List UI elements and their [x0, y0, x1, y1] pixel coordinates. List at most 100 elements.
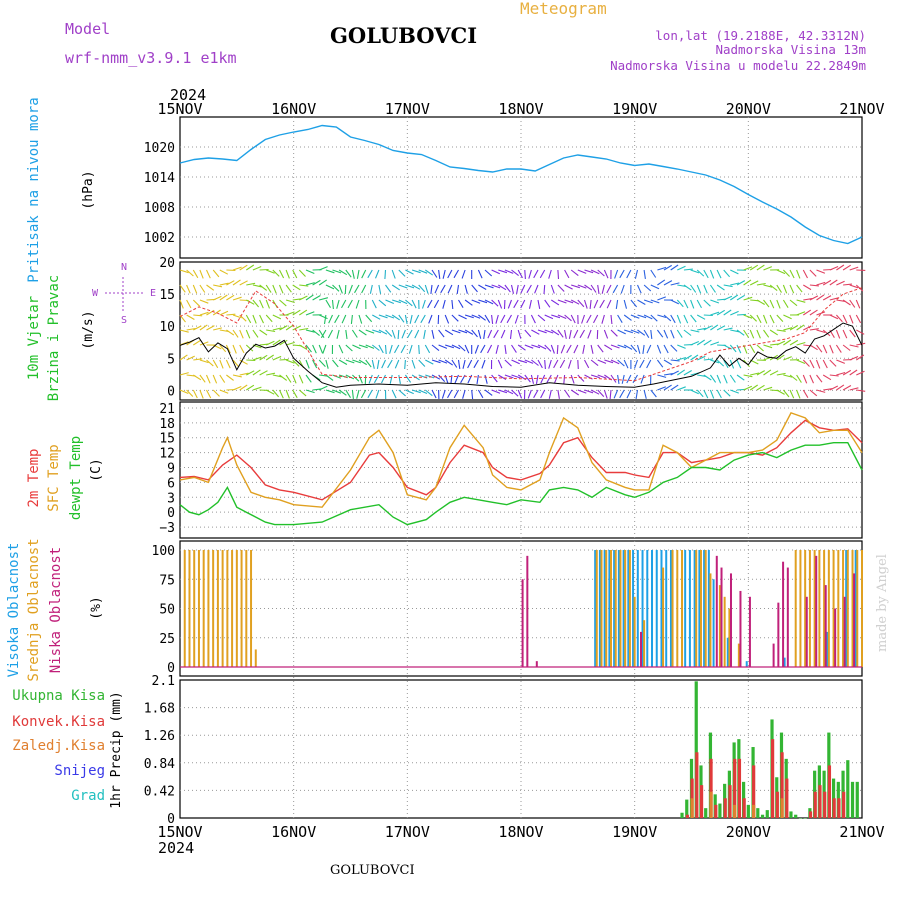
wind-arrow: [265, 314, 273, 323]
wind-arrow: [411, 299, 417, 309]
hail-label: Grad: [71, 788, 105, 804]
wind-arrow: [835, 344, 842, 353]
bar-cloud_high: [641, 550, 644, 667]
wind-arrow: [584, 284, 593, 291]
wind-arrow: [404, 314, 408, 325]
wind-arrow: [279, 325, 288, 331]
cloud-unit: (%): [89, 596, 104, 619]
bar-cloud_mid: [856, 550, 859, 667]
wind-arrow: [428, 314, 433, 324]
wind-arrow: [577, 359, 579, 370]
wind-arrow: [509, 329, 513, 339]
wind-arrow: [856, 342, 866, 346]
wind-arrow: [690, 329, 700, 333]
wind-arrow: [299, 309, 308, 316]
wind-arrow: [836, 371, 846, 376]
wind-arrow: [769, 329, 778, 336]
wind-arrow: [332, 284, 340, 292]
wind-arrow: [298, 374, 304, 384]
wind-arrow: [856, 370, 865, 376]
wind-arrow: [603, 329, 609, 339]
precip-conv-label: Konvek.Kisa: [12, 714, 105, 730]
wind-arrow: [219, 294, 228, 301]
bar-cloud_high: [608, 550, 611, 667]
wind-arrow: [206, 389, 212, 399]
wind-arrow: [626, 374, 632, 384]
time-label-bottom: 19NOV: [612, 823, 657, 841]
wind-arrow: [849, 299, 856, 308]
wind-arrow: [461, 269, 466, 279]
wind-arrow: [597, 389, 605, 397]
wind-arrow: [524, 269, 526, 280]
wind-arrow: [272, 355, 282, 361]
wind-arrow: [442, 269, 446, 279]
wind-arrow: [225, 344, 231, 354]
y-tick-label: 0: [167, 506, 175, 521]
wind-arrow: [769, 299, 775, 309]
bar-precip_total: [704, 808, 708, 818]
wind-arrow: [620, 284, 625, 294]
precip-unit: 1hr Precip (mm): [109, 691, 124, 808]
wind-arrow: [546, 374, 552, 384]
wind-arrow: [796, 341, 806, 346]
bar-cloud_mid: [624, 550, 627, 667]
wind-arrow: [763, 344, 773, 349]
wind-arrow: [610, 374, 617, 383]
wind-arrow: [265, 340, 275, 346]
bar-precip_conv: [771, 739, 775, 818]
wind-arrow: [670, 370, 679, 376]
wind-arrow: [491, 269, 501, 275]
wind-arrow: [447, 269, 453, 279]
wind-arrow: [205, 374, 211, 384]
bar-cloud_mid: [207, 550, 210, 667]
wind-arrow: [431, 389, 437, 399]
wind-arrow: [534, 284, 539, 294]
wind-arrow: [192, 284, 198, 294]
wind-arrow: [544, 299, 551, 308]
bar-cloud_high: [669, 550, 672, 667]
wind-arrow: [577, 299, 585, 308]
bar-cloud_low: [853, 573, 856, 667]
wind-arrow: [604, 344, 613, 351]
wind-arrow: [614, 269, 619, 279]
wind-arrow: [484, 389, 493, 396]
wind-arrow: [783, 269, 790, 277]
wind-arrow: [498, 269, 508, 274]
wind-arrow: [557, 284, 565, 292]
wind-arrow: [407, 329, 413, 339]
wind-arrow: [431, 269, 438, 278]
wind-arrow: [663, 329, 669, 339]
wind-arrow: [292, 309, 301, 316]
wind-arrow: [336, 329, 340, 339]
bar-precip_conv: [733, 758, 737, 818]
bar-cloud_mid: [221, 550, 224, 667]
time-label-top: 21NOV: [839, 100, 884, 118]
wind-arrow: [272, 374, 282, 378]
wind-arrow: [809, 344, 818, 351]
wind-arrow: [520, 299, 526, 309]
bar-cloud_low: [729, 573, 732, 667]
wind-arrow: [318, 385, 328, 391]
wind-arrow: [477, 329, 482, 339]
wind-arrow: [670, 359, 680, 362]
wind-arrow: [332, 389, 342, 394]
wind-arrow: [690, 284, 697, 293]
wind-arrow: [663, 373, 673, 376]
wind-arrow: [577, 284, 587, 289]
wind-arrow: [796, 374, 802, 383]
wind-arrow: [272, 314, 282, 320]
wind-arrow: [544, 329, 554, 334]
bar-cloud_mid: [728, 608, 731, 667]
wind-arrow: [391, 269, 396, 279]
bar-precip_conv: [842, 791, 846, 818]
wind-arrow: [504, 284, 511, 293]
wind-arrow: [650, 314, 658, 322]
wind-arrow: [617, 344, 627, 349]
wind-arrow: [617, 314, 623, 323]
wind-arrow: [637, 299, 646, 305]
wind-arrow: [570, 374, 575, 384]
pressure-title: Pritisak na nivou mora: [26, 97, 42, 282]
wind-arrow: [292, 389, 298, 399]
bar-cloud_mid: [628, 550, 631, 667]
wind-arrow: [265, 299, 271, 309]
